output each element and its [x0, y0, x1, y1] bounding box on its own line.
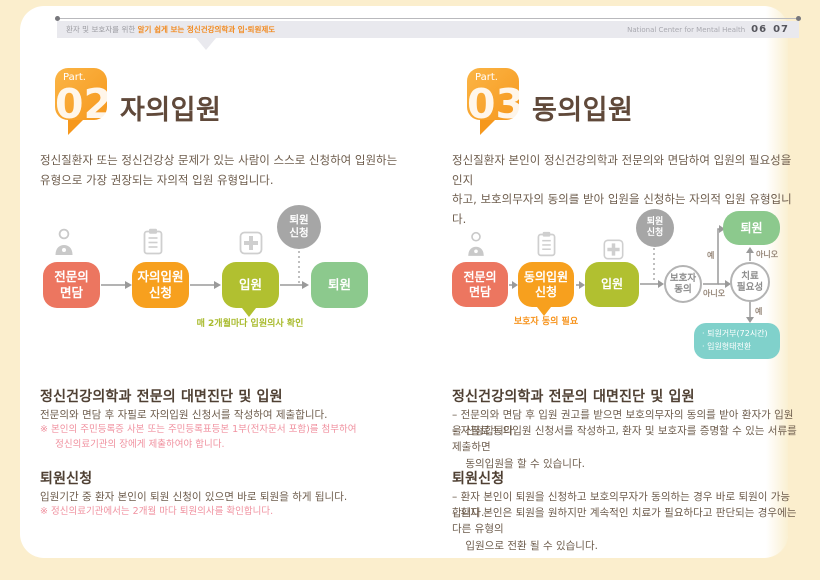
- part02-section1-note: ※ 본인의 주민등록증 사본 또는 주민등록표등본 1부(전자문서 포함)를 첨…: [40, 424, 357, 450]
- clipboard-icon: [537, 231, 556, 261]
- part02-section1-body: 전문의와 면담 후 자필로 자의입원 신청서를 작성하여 제출합니다.: [40, 409, 328, 421]
- part02-section2-body: 입원기간 중 환자 본인이 퇴원 신청이 있으면 바로 퇴원을 하게 됩니다.: [40, 491, 348, 503]
- admission-check-note: 매 2개월마다 입원의사 확인: [196, 319, 304, 329]
- part03-flow-connectors: [509, 225, 754, 323]
- part03-section2-bullet2: – 환자 본인은 퇴원을 원하지만 계속적인 치료가 필요하다고 판단되는 경우…: [452, 507, 797, 552]
- apply-box-tail: [537, 307, 551, 316]
- outcome-box: · 퇴원거부(72시간) · 입원형태전환: [694, 323, 780, 359]
- discharge-request-bubble: 퇴원 신청: [277, 205, 321, 249]
- part03-label: Part.: [475, 72, 498, 83]
- doctor-icon: [466, 231, 486, 261]
- part02-section1-heading: 정신건강의학과 전문의 대면진단 및 입원: [40, 389, 283, 405]
- flow-step-discharge: 퇴원: [311, 262, 368, 308]
- part02-intro: 정신질환자 또는 정신건강상 문제가 있는 사람이 스스로 신청하여 입원하는 …: [40, 153, 398, 187]
- part03-section2-bullet1: – 환자 본인이 퇴원을 신청하고 보호의무자가 동의하는 경우 바로 퇴원이 …: [452, 491, 791, 520]
- breadcrumb-plain: 환자 및 보호자를 위한: [66, 25, 136, 34]
- part02-section2-note: ※ 정신의료기관에서는 2개월 마다 퇴원의사를 확인합니다.: [40, 506, 274, 517]
- part03-section1-bullet1: – 전문의와 면담 후 입원 권고를 받으면 보호의무자의 동의를 받아 환자가…: [452, 409, 794, 438]
- label-no: 아니오: [703, 289, 726, 298]
- part02-badge: Part. 02: [55, 68, 112, 135]
- discharge-request-bubble: 퇴원 신청: [636, 209, 674, 247]
- breadcrumb-accent: 알기 쉽게 보는 정신건강의학과 입·퇴원제도: [137, 25, 276, 34]
- flow-step-apply-label: 동의입원 신청: [523, 269, 569, 299]
- flow-discharge-box: 퇴원: [723, 211, 780, 245]
- flow-step-apply: 동의입원 신청: [518, 262, 574, 316]
- part03-number: 03: [466, 80, 524, 128]
- header-rule: [55, 16, 801, 21]
- guardian-consent-note: 보호자 동의 필요: [513, 317, 579, 327]
- clipboard-icon: [143, 228, 163, 259]
- part02-label: Part.: [63, 72, 86, 83]
- part02-flow-connectors: [101, 251, 309, 289]
- treatment-need-node: 치료 필요성: [730, 262, 770, 302]
- part02-badge-tail: [68, 120, 83, 135]
- part02-section2-heading: 퇴원신청: [40, 471, 93, 487]
- part03-intro: 정신질환자 본인이 정신건강의학과 전문의와 면담하여 입원의 필요성을 인지 …: [452, 153, 792, 226]
- part02-number: 02: [54, 80, 112, 128]
- part02-title: 자의입원: [120, 95, 222, 126]
- flow-step-admission-label: 입원: [238, 277, 262, 293]
- org-name: National Center for Mental Health: [627, 25, 746, 34]
- breadcrumb: 환자 및 보호자를 위한 알기 쉽게 보는 정신건강의학과 입·퇴원제도: [66, 24, 275, 35]
- part03-badge-tail: [480, 120, 495, 135]
- rule-dot-left: [55, 16, 60, 21]
- header-bar-tail: [196, 38, 216, 50]
- guardian-consent-node: 보호자 동의: [664, 265, 702, 303]
- part03-title: 동의입원: [532, 95, 634, 126]
- page-number-left: 06: [751, 24, 768, 35]
- flow-step-admission: 입원: [222, 262, 279, 317]
- part03-section1-bullet2: – 자필로 동의입원 신청서를 작성하고, 환자 및 보호자를 증명할 수 있는…: [452, 425, 797, 470]
- part03-section1-heading: 정신건강의학과 전문의 대면진단 및 입원: [452, 389, 695, 405]
- page-edge-shade: [766, 6, 788, 558]
- page-number-right: 07: [773, 24, 789, 35]
- flow-step-admission: 입원: [585, 262, 639, 307]
- flow-step-consult: 전문의 면담: [43, 262, 100, 308]
- page-info: National Center for Mental Health 06 07: [627, 24, 789, 35]
- flow-step-apply: 자의입원 신청: [132, 262, 189, 308]
- medical-cross-icon: [239, 231, 263, 259]
- flow-step-consult: 전문의 면담: [452, 262, 508, 307]
- label-no: 아니오: [756, 250, 779, 259]
- admission-box-tail: [241, 308, 256, 317]
- medical-cross-icon: [603, 239, 624, 264]
- part03-section2-heading: 퇴원신청: [452, 471, 505, 487]
- rule-dot-right: [796, 16, 801, 21]
- label-yes: 예: [755, 307, 763, 316]
- label-yes: 예: [707, 251, 715, 260]
- part03-badge: Part. 03: [467, 68, 524, 135]
- header-bar: 환자 및 보호자를 위한 알기 쉽게 보는 정신건강의학과 입·퇴원제도 Nat…: [57, 21, 799, 38]
- doctor-icon: [53, 228, 75, 260]
